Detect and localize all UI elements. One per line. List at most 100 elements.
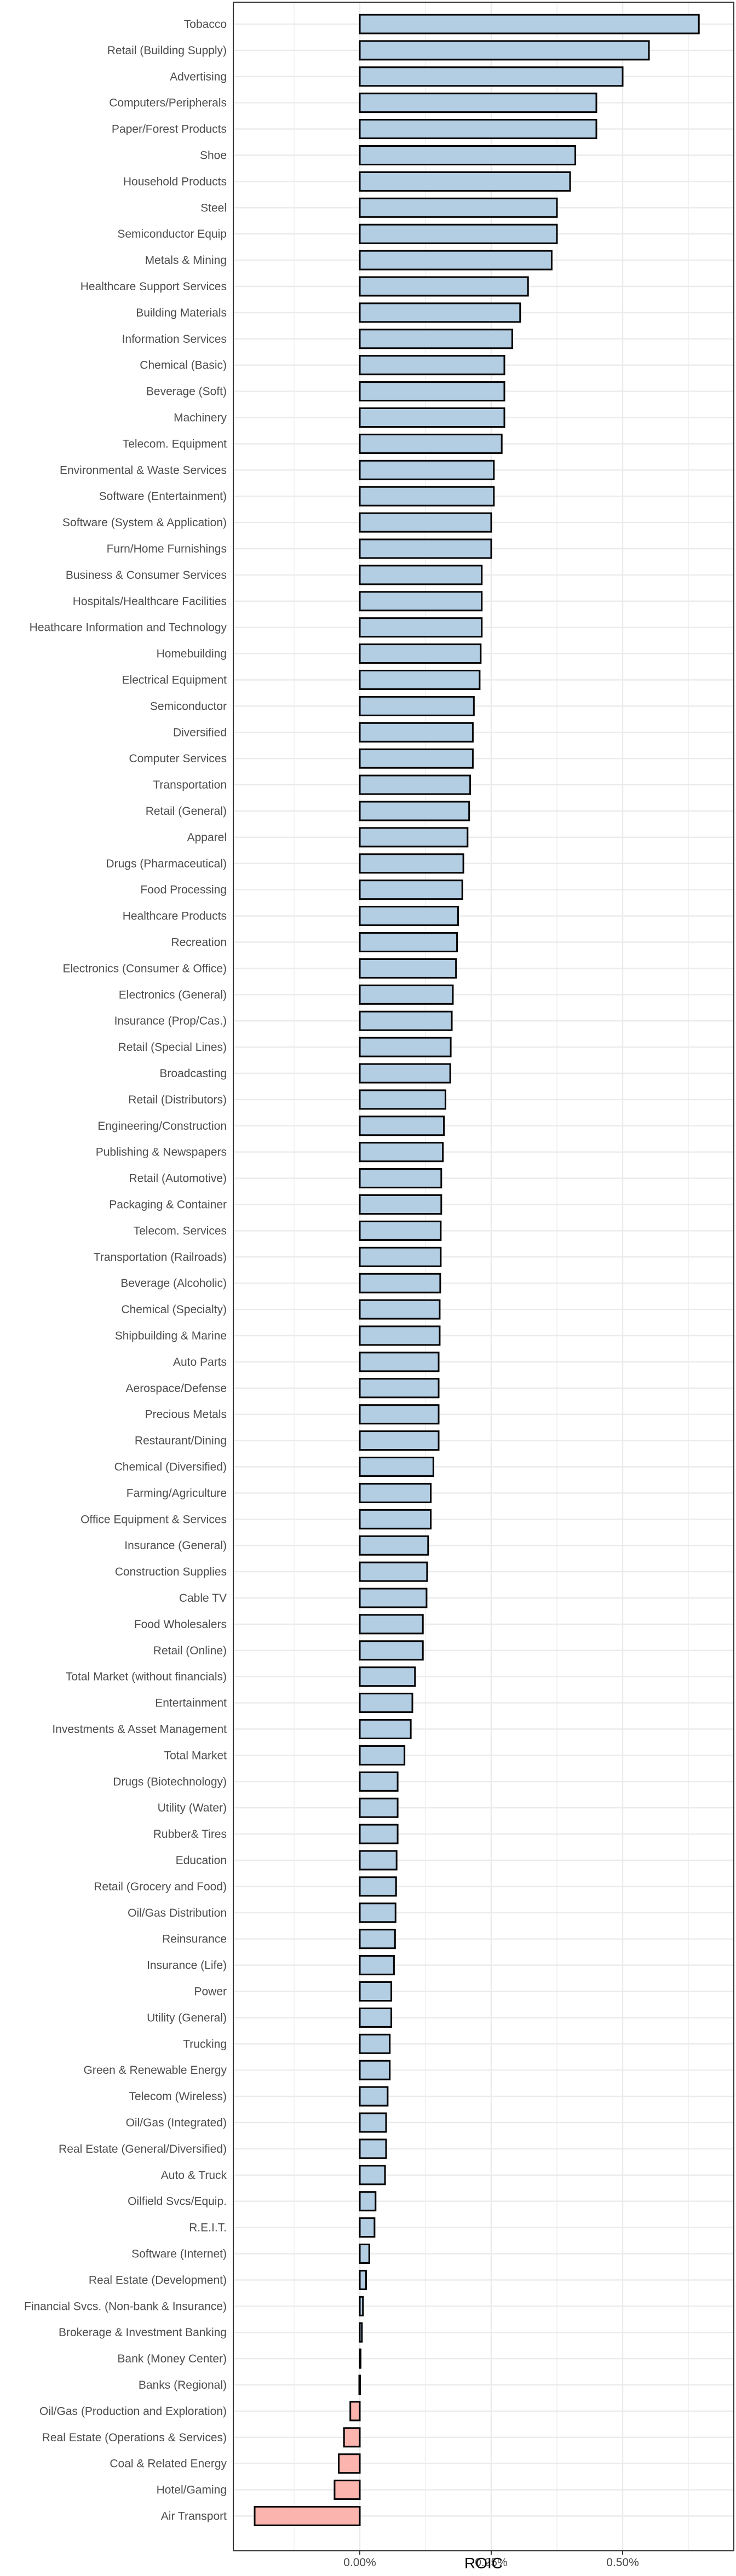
bar bbox=[359, 2165, 386, 2186]
bar bbox=[359, 617, 483, 638]
bar bbox=[359, 276, 529, 297]
category-label: Business & Consumer Services bbox=[66, 569, 227, 582]
bar bbox=[359, 2191, 377, 2212]
bar bbox=[359, 197, 558, 218]
bar bbox=[359, 1850, 398, 1871]
category-label: Green & Renewable Energy bbox=[84, 2064, 227, 2077]
category-label: Healthcare Products bbox=[123, 910, 227, 923]
category-label: Transportation bbox=[153, 779, 227, 791]
category-label: Oil/Gas (Production and Exploration) bbox=[39, 2405, 227, 2418]
bar bbox=[359, 748, 474, 769]
bar bbox=[359, 1902, 396, 1923]
bar bbox=[359, 250, 553, 271]
bar bbox=[359, 853, 464, 874]
bar bbox=[359, 984, 454, 1005]
category-label: Construction Supplies bbox=[115, 1566, 227, 1578]
category-label: Retail (Automotive) bbox=[129, 1172, 227, 1185]
category-label: Environmental & Waste Services bbox=[60, 464, 227, 476]
bar bbox=[359, 722, 474, 743]
bar bbox=[359, 93, 597, 113]
category-label: Retail (Special Lines) bbox=[118, 1041, 227, 1054]
bar bbox=[359, 695, 475, 716]
bar bbox=[334, 2480, 361, 2500]
category-label: Beverage (Soft) bbox=[146, 386, 227, 398]
category-label: Investments & Asset Management bbox=[52, 1723, 227, 1736]
category-label: Office Equipment & Services bbox=[81, 1513, 227, 1526]
bar bbox=[359, 1614, 424, 1635]
category-label: Hotel/Gaming bbox=[157, 2484, 227, 2497]
category-label: Electrical Equipment bbox=[122, 674, 227, 687]
category-label: Financial Svcs. (Non-bank & Insurance) bbox=[24, 2300, 227, 2313]
bar bbox=[359, 1981, 393, 2002]
bar bbox=[359, 1037, 452, 1057]
category-label: Diversified bbox=[173, 726, 227, 739]
bar bbox=[359, 1089, 446, 1110]
category-label: Transportation (Railroads) bbox=[94, 1251, 227, 1263]
category-label: Utility (General) bbox=[147, 2011, 227, 2024]
category-label: Drugs (Pharmaceutical) bbox=[106, 858, 227, 870]
category-label: Chemical (Basic) bbox=[140, 359, 227, 372]
category-label: Retail (Grocery and Food) bbox=[94, 1881, 227, 1893]
x-tick-label: 0.00% bbox=[343, 2556, 376, 2569]
category-label: Real Estate (Development) bbox=[89, 2274, 227, 2286]
bar bbox=[359, 40, 650, 61]
bar bbox=[359, 2112, 387, 2133]
bar bbox=[359, 2007, 393, 2028]
bar bbox=[359, 2269, 367, 2290]
category-label: Auto & Truck bbox=[161, 2169, 227, 2182]
bar bbox=[359, 565, 483, 585]
bar bbox=[359, 2086, 389, 2107]
category-label: Reinsurance bbox=[162, 1933, 227, 1946]
category-label: Air Transport bbox=[161, 2510, 227, 2523]
category-label: Coal & Related Energy bbox=[110, 2458, 227, 2470]
category-label: Telecom. Equipment bbox=[123, 438, 227, 450]
bar bbox=[359, 1719, 412, 1739]
x-tick-label: 0.25% bbox=[475, 2556, 508, 2569]
category-label: Beverage (Alcoholic) bbox=[120, 1277, 227, 1290]
bar bbox=[359, 1116, 445, 1136]
bar bbox=[359, 1693, 413, 1714]
bar bbox=[359, 643, 482, 664]
category-label: Tobacco bbox=[184, 18, 227, 31]
category-labels: Tobacco Retail (Building Supply) Advertisi… bbox=[24, 18, 227, 2523]
bar bbox=[359, 1010, 453, 1031]
category-label: Computer Services bbox=[129, 752, 227, 765]
category-label: Brokerage & Investment Banking bbox=[59, 2326, 227, 2339]
bar bbox=[359, 355, 505, 376]
category-label: Machinery bbox=[174, 412, 227, 424]
category-label: Packaging & Container bbox=[109, 1199, 227, 1211]
bar bbox=[359, 2296, 364, 2316]
category-label: Food Processing bbox=[140, 884, 227, 896]
category-label: Steel bbox=[200, 202, 227, 214]
bar bbox=[359, 1666, 416, 1687]
category-label: Retail (General) bbox=[146, 805, 227, 818]
bar bbox=[359, 1640, 424, 1661]
category-label: Electronics (Consumer & Office) bbox=[62, 962, 227, 975]
bar bbox=[359, 2244, 370, 2264]
category-label: Power bbox=[194, 1986, 227, 1998]
bar bbox=[359, 538, 492, 559]
x-axis-ticks: 0.00% 0.25% 0.50% bbox=[343, 2551, 639, 2569]
bar bbox=[338, 2453, 361, 2474]
category-label: Cable TV bbox=[179, 1592, 227, 1605]
category-label: Utility (Water) bbox=[158, 1802, 227, 1814]
bar bbox=[359, 1745, 406, 1766]
bar bbox=[359, 1299, 441, 1320]
bar bbox=[359, 1352, 440, 1372]
category-label: Banks (Regional) bbox=[139, 2379, 227, 2391]
category-label: Insurance (General) bbox=[124, 1539, 227, 1552]
bar bbox=[359, 2060, 391, 2080]
category-label: Computers/Peripherals bbox=[109, 97, 227, 110]
bar bbox=[359, 1378, 440, 1399]
bar bbox=[359, 1771, 399, 1792]
category-label: Retail (Distributors) bbox=[128, 1094, 227, 1106]
category-label: Shipbuilding & Marine bbox=[115, 1330, 227, 1342]
category-label: Oilfield Svcs/Equip. bbox=[128, 2195, 227, 2208]
bar bbox=[349, 2401, 361, 2422]
bar bbox=[359, 1430, 440, 1451]
category-label: Metals & Mining bbox=[145, 254, 227, 267]
category-label: Restaurant/Dining bbox=[135, 1435, 227, 1447]
bar bbox=[359, 1063, 451, 1084]
category-label: Total Market bbox=[164, 1749, 227, 1762]
category-label: Chemical (Diversified) bbox=[114, 1461, 227, 1474]
